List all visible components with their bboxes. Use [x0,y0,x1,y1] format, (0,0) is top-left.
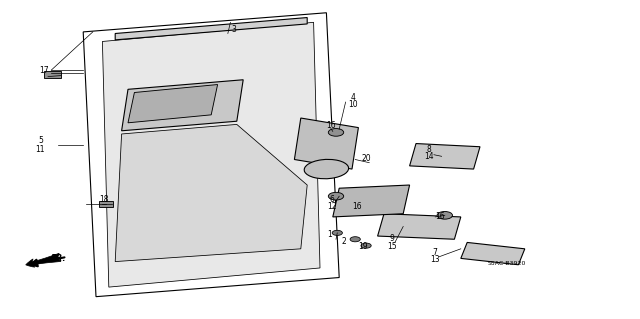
Text: 18: 18 [100,195,109,204]
Text: 5: 5 [38,137,43,145]
Circle shape [328,129,344,136]
Text: 16: 16 [435,212,445,221]
Text: 10: 10 [348,100,358,109]
Text: 2: 2 [342,237,347,246]
Text: 19: 19 [358,242,368,251]
Text: 17: 17 [38,66,49,75]
Text: 12: 12 [327,202,336,211]
Text: 8: 8 [426,145,431,154]
Text: 16: 16 [326,121,336,130]
Polygon shape [294,118,358,169]
Bar [44,71,61,78]
Text: 6: 6 [329,195,334,204]
Circle shape [437,211,452,219]
Circle shape [361,243,371,248]
Text: 4: 4 [351,93,356,102]
Text: 20: 20 [361,154,371,163]
Text: 3: 3 [231,25,236,34]
Bar [99,201,113,207]
Text: 14: 14 [424,152,434,161]
Ellipse shape [304,160,349,179]
Text: 11: 11 [36,145,45,154]
Polygon shape [122,80,243,131]
Text: 1: 1 [327,230,332,239]
Polygon shape [410,144,480,169]
Polygon shape [333,185,410,217]
Polygon shape [115,124,307,262]
Text: S5AC-B3920: S5AC-B3920 [488,261,526,266]
Polygon shape [102,22,320,287]
Text: 13: 13 [430,255,440,263]
Text: 9: 9 [389,234,394,243]
Circle shape [332,230,342,235]
Text: 15: 15 [387,242,397,251]
Circle shape [350,237,360,242]
Circle shape [328,192,344,200]
Polygon shape [461,242,525,265]
Polygon shape [128,85,218,123]
Polygon shape [115,18,307,40]
Text: 16: 16 [352,202,362,211]
Text: FR.: FR. [51,254,67,263]
Polygon shape [378,214,461,239]
Text: 7: 7 [433,248,438,256]
